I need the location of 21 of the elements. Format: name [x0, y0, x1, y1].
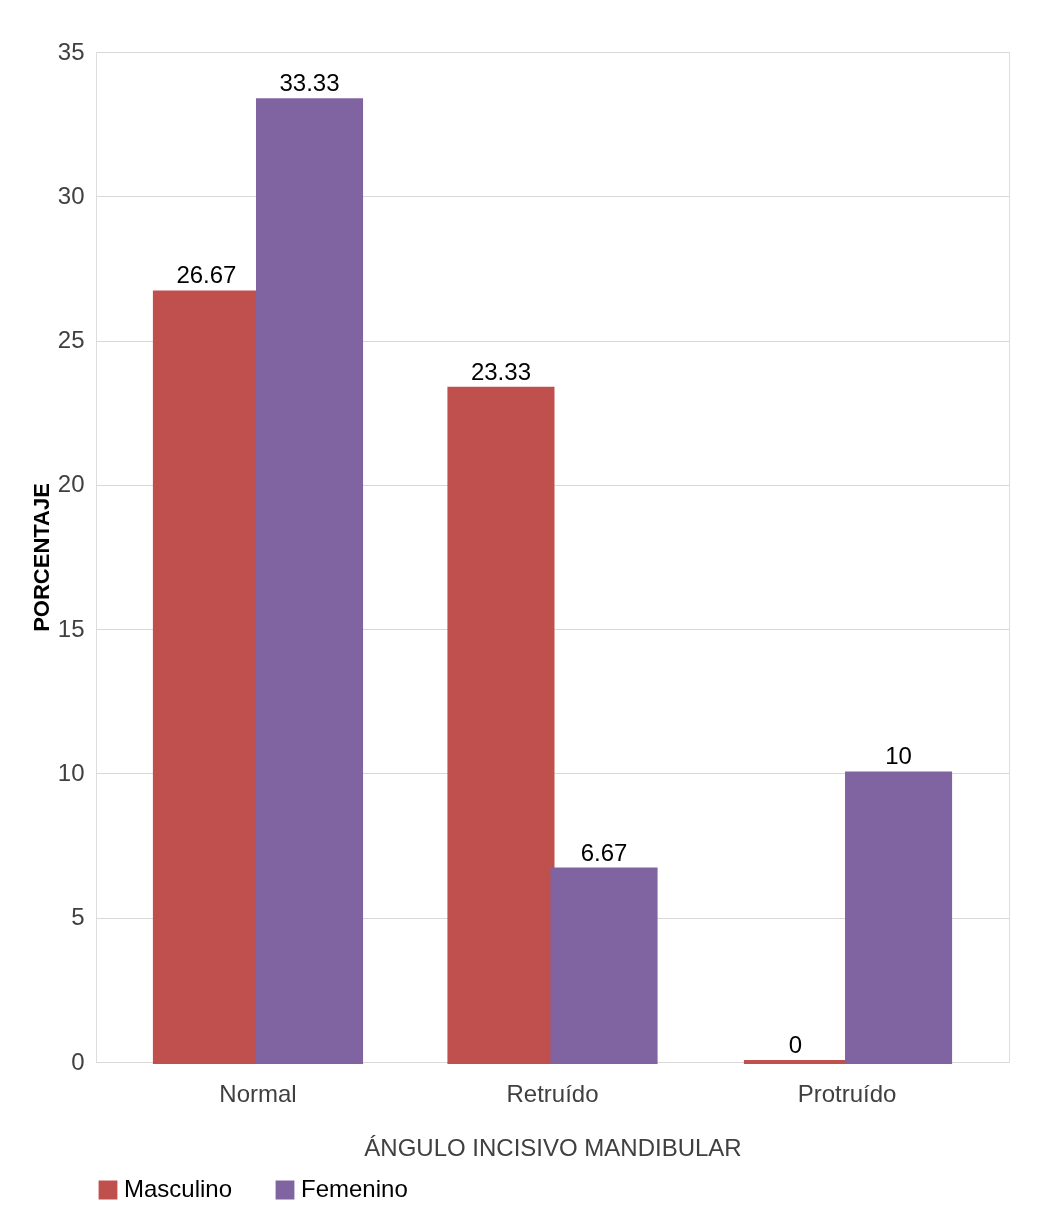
y-tick-label: 35 [57, 37, 85, 65]
y-tick-label: 15 [57, 614, 85, 642]
legend-label: Femenino [301, 1175, 408, 1202]
x-tick-label: Normal [219, 1079, 297, 1107]
data-label: 33.33 [279, 69, 340, 97]
y-axis-title: PORCENTAJE [28, 483, 54, 632]
y-tick-label: 0 [71, 1047, 85, 1075]
data-label: 23.33 [470, 357, 531, 385]
data-label: 6.67 [580, 838, 628, 866]
x-tick-label: Retruído [506, 1079, 599, 1107]
y-tick-label: 20 [57, 470, 85, 498]
x-axis-title: ÁNGULO INCISIVO MANDIBULAR [364, 1133, 742, 1161]
y-tick-label: 30 [57, 181, 85, 209]
data-label: 10 [885, 742, 912, 770]
y-tick-label: 10 [57, 758, 85, 786]
y-tick-label: 5 [71, 903, 85, 931]
legend-label: Masculino [124, 1175, 233, 1202]
data-label: 0 [788, 1031, 803, 1058]
x-tick-label: Protruído [797, 1079, 897, 1107]
y-tick-label: 25 [57, 326, 85, 354]
data-label: 26.67 [176, 261, 237, 289]
